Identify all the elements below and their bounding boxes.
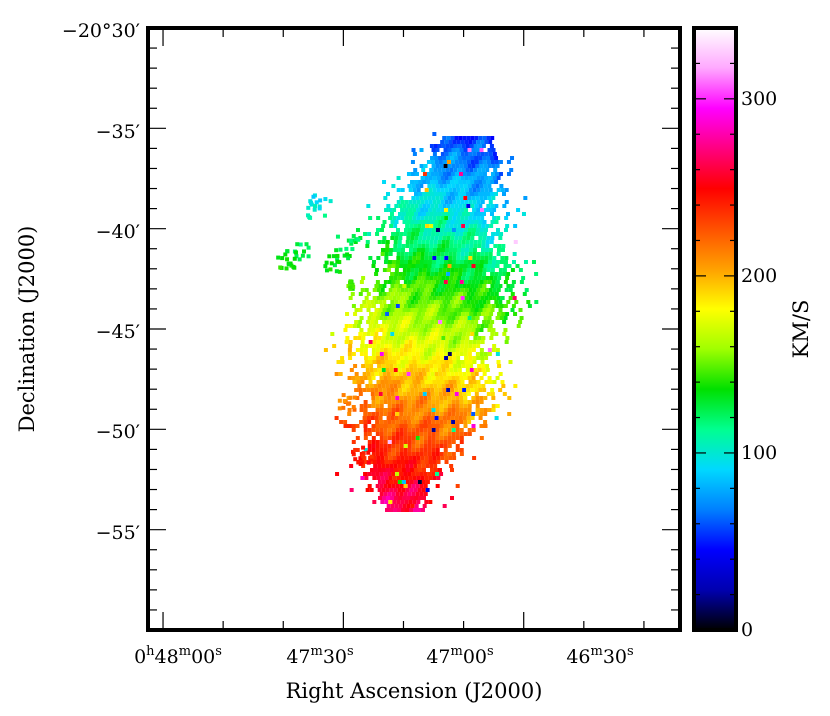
colorbar-tick-label: 100: [741, 442, 777, 464]
x-tick-labels: 0h48m00s 47m30s 47m00s 46m30s: [134, 644, 634, 668]
y-tick-label: −45′: [96, 321, 140, 343]
y-tick-labels: −20°30′ −35′ −40′ −45′ −50′ −55′: [62, 20, 140, 544]
y-tick-label: −35′: [96, 121, 140, 143]
colorbar-tick-labels: 0 100 200 300: [741, 88, 777, 641]
x-tick-label: 0h48m00s: [134, 644, 222, 668]
x-tick-label: 47m00s: [426, 644, 493, 668]
y-axis-title: Declination (J2000): [15, 226, 39, 433]
x-axis-title: Right Ascension (J2000): [286, 679, 543, 703]
x-tick-label: 47m30s: [286, 644, 353, 668]
y-tick-label: −40′: [96, 221, 140, 243]
y-tick-label: −50′: [96, 421, 140, 443]
plot-border: [146, 26, 682, 632]
y-tick-label: −20°30′: [62, 20, 140, 42]
y-tick-label: −55′: [96, 522, 140, 544]
x-tick-label: 46m30s: [566, 644, 633, 668]
colorbar-title: KM/S: [789, 300, 813, 359]
colorbar: [694, 28, 736, 630]
colorbar-border: [692, 26, 738, 632]
colorbar-tick-label: 0: [741, 619, 753, 641]
velocity-map: [276, 132, 539, 512]
colorbar-tick-label: 300: [741, 88, 777, 110]
colorbar-tick-label: 200: [741, 265, 777, 287]
